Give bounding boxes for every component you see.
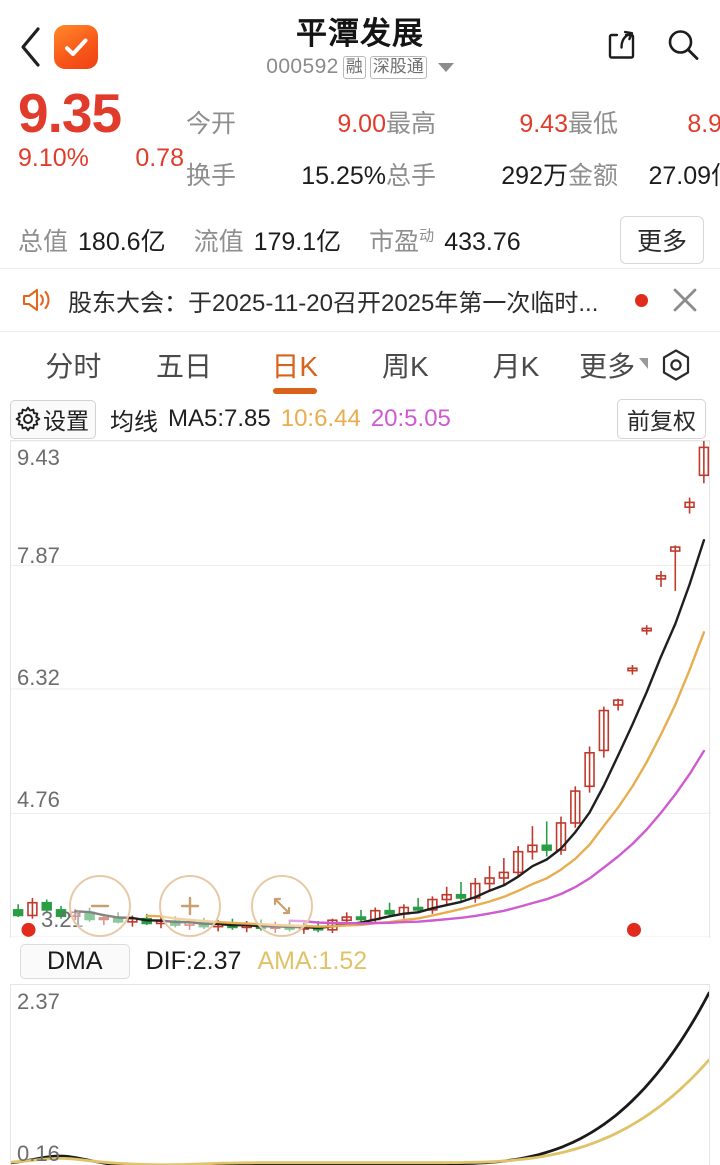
more-quote-button[interactable]: 更多: [619, 216, 704, 264]
candlestick-chart[interactable]: 9.43 7.87 6.32 4.76 3.21: [10, 440, 711, 938]
share-icon[interactable]: [602, 27, 638, 63]
field-amount-label: 金额: [568, 162, 619, 190]
tab-five-day[interactable]: 五日: [129, 332, 240, 398]
price-adjustment-button[interactable]: 前复权: [617, 399, 706, 439]
tab-daily-k-label: 日K: [271, 351, 319, 382]
stock-code-row[interactable]: 000592 融 深股通: [266, 55, 454, 79]
chart-settings-label: 设置: [43, 407, 89, 434]
quote-main-row: 9.35 9.10% 0.78 今开 9.00 最高 9.43: [18, 84, 720, 208]
field-pe-ratio-label: 市盈动: [369, 222, 434, 258]
price-change-row: 9.10% 0.78: [18, 144, 186, 173]
ma-title: 均线: [110, 408, 158, 436]
quote-fields-row-2: 换手 15.25% 总手 292万 金额 27.09亿: [186, 156, 720, 208]
tab-weekly-k-label: 周K: [382, 351, 429, 382]
hexagon-settings-icon[interactable]: [658, 347, 694, 383]
field-open-label: 今开: [186, 110, 237, 138]
field-open-value: 9.00: [337, 110, 386, 138]
field-amount-value: 27.09亿: [648, 162, 720, 190]
field-high-label: 最高: [386, 110, 437, 138]
field-low: 最低 8.90: [568, 104, 720, 140]
dma-chart[interactable]: 2.37 0.16: [10, 984, 710, 1165]
dma-indicator-button[interactable]: DMA: [20, 943, 130, 979]
header-actions: [602, 26, 702, 68]
field-pe-ratio-value: 433.76: [444, 228, 521, 256]
field-pe-ratio: 市盈动 433.76: [369, 222, 521, 258]
quote-fields-row-1: 今开 9.00 最高 9.43 最低 8.90: [186, 104, 720, 156]
field-turnover-rate: 换手 15.25%: [186, 156, 386, 192]
divider-top: [0, 268, 720, 269]
change-percent: 9.10%: [18, 144, 89, 172]
dma-indicator-header: DMA DIF:2.37 AMA:1.52: [10, 938, 710, 984]
chart-period-tabs: 分时 五日 日K 周K 月K 更多: [0, 332, 720, 398]
field-market-cap: 总值 180.6亿: [18, 222, 166, 258]
field-market-cap-value: 180.6亿: [78, 228, 166, 256]
tab-daily-k[interactable]: 日K: [239, 332, 350, 398]
tab-monthly-k[interactable]: 月K: [461, 332, 572, 398]
stock-name: 平潭发展: [296, 16, 424, 51]
field-open: 今开 9.00: [186, 104, 386, 140]
field-float-cap: 流值 179.1亿: [194, 222, 342, 258]
tab-more[interactable]: 更多: [571, 345, 702, 385]
tab-more-label: 更多: [579, 351, 636, 382]
moving-average-bar: 设置 均线 MA5:7.85 10:6.44 20:5.05 前复权: [0, 398, 720, 440]
search-icon[interactable]: [664, 26, 702, 64]
close-icon[interactable]: [662, 283, 702, 317]
back-button[interactable]: [18, 24, 52, 70]
tab-monthly-k-label: 月K: [492, 351, 540, 382]
ma20-value: 20:5.05: [370, 405, 451, 432]
chart-settings-button[interactable]: 设置: [10, 399, 96, 439]
ma5-value: MA5:7.85: [168, 405, 271, 432]
app-header: 平潭发展 000592 融 深股通: [0, 0, 720, 80]
announcement-unread-dot: [635, 293, 648, 307]
quote-panel: 9.35 9.10% 0.78 今开 9.00 最高 9.43: [0, 80, 720, 212]
change-absolute: 0.78: [135, 144, 184, 172]
field-float-cap-label: 流值: [193, 228, 244, 256]
stock-code: 000592: [266, 55, 339, 78]
minus-circle-icon[interactable]: [69, 875, 131, 937]
dma-ama-value: AMA:1.52: [257, 946, 368, 975]
quote-fields: 今开 9.00 最高 9.43 最低 8.90 换手 15.25: [186, 104, 720, 208]
gear-icon: [15, 406, 41, 432]
tab-weekly-k[interactable]: 周K: [350, 332, 461, 398]
tab-five-day-label: 五日: [156, 351, 213, 382]
price-block: 9.35 9.10% 0.78: [18, 84, 186, 173]
field-low-label: 最低: [568, 110, 619, 138]
announcement-banner[interactable]: 股东大会：于2025-11-20召开2025年第一次临时...: [0, 269, 720, 331]
field-low-value: 8.90: [687, 110, 720, 138]
app-checkmark-logo[interactable]: [54, 25, 98, 69]
last-price: 9.35: [18, 82, 122, 144]
field-volume-label: 总手: [386, 162, 437, 190]
chevron-down-icon[interactable]: [437, 62, 454, 72]
tab-minute[interactable]: 分时: [18, 332, 129, 398]
badge-margin-trading: 融: [342, 55, 366, 79]
field-volume-value: 292万: [501, 162, 568, 190]
quote-fields-row-3: 总值 180.6亿 流值 179.1亿 市盈动 433.76 更多: [0, 212, 720, 268]
field-volume: 总手 292万: [386, 156, 568, 192]
field-high: 最高 9.43: [386, 104, 568, 140]
field-turnover-rate-label: 换手: [186, 162, 237, 190]
field-high-value: 9.43: [519, 110, 568, 138]
field-turnover-rate-value: 15.25%: [301, 162, 386, 190]
divider-notice: [0, 331, 720, 332]
caret-down-icon: [639, 358, 649, 369]
megaphone-icon: [20, 285, 54, 315]
expand-arrows-circle-icon[interactable]: [251, 875, 313, 937]
field-float-cap-value: 179.1亿: [253, 228, 342, 256]
field-pe-ratio-superscript: 动: [419, 227, 435, 245]
dma-dif-value: DIF:2.37: [145, 946, 242, 975]
field-amount: 金额 27.09亿: [568, 156, 720, 192]
tab-minute-label: 分时: [45, 351, 102, 382]
dma-canvas: [11, 991, 709, 1165]
ma10-value: 10:6.44: [280, 405, 361, 432]
plus-circle-icon[interactable]: [159, 875, 221, 937]
announcement-text: 股东大会：于2025-11-20召开2025年第一次临时...: [68, 289, 599, 317]
field-pe-ratio-label-text: 市盈: [369, 228, 420, 256]
candlestick-canvas: [11, 441, 711, 937]
badge-shenzhen-connect: 深股通: [369, 55, 427, 79]
field-market-cap-label: 总值: [18, 228, 69, 256]
